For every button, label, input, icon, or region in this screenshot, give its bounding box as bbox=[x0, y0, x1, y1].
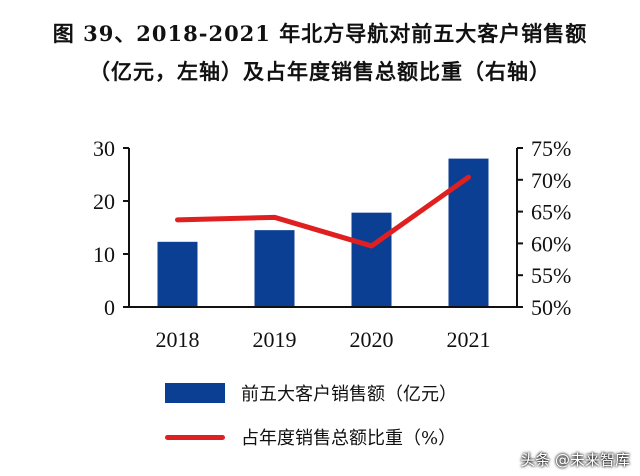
chart-title-line2: （亿元，左轴）及占年度销售总额比重（右轴） bbox=[89, 59, 551, 84]
x-tick-label-2019: 2019 bbox=[253, 327, 297, 352]
left-tick-label: 10 bbox=[93, 242, 115, 267]
left-tick-label: 30 bbox=[93, 136, 115, 161]
right-tick-label: 70% bbox=[531, 168, 571, 193]
watermark: 头条 @未来智库 bbox=[520, 451, 630, 469]
share-line bbox=[175, 174, 471, 249]
bar-2018 bbox=[157, 241, 198, 307]
right-tick-label: 75% bbox=[531, 136, 571, 161]
legend-label-line: 占年度销售总额比重（%） bbox=[241, 428, 457, 449]
x-tick-label-2021: 2021 bbox=[447, 327, 491, 352]
left-tick-label: 20 bbox=[93, 189, 115, 214]
legend-swatch-bar bbox=[165, 383, 225, 403]
x-tick-label-2020: 2020 bbox=[350, 327, 394, 352]
right-tick-label: 50% bbox=[531, 295, 571, 320]
x-tick-label-2018: 2018 bbox=[156, 327, 200, 352]
bar-2019 bbox=[254, 230, 295, 307]
bar-2020 bbox=[351, 212, 392, 307]
right-tick-label: 60% bbox=[531, 231, 571, 256]
legend-swatch-line bbox=[165, 434, 225, 440]
right-tick-label: 55% bbox=[531, 263, 571, 288]
bar-2021 bbox=[448, 158, 489, 307]
legend-label-bar: 前五大客户销售额（亿元） bbox=[241, 384, 457, 405]
combo-chart: 0 10 20 30 50% 55% 60% 65% 70% 75% 2018 2019 2020 202… bbox=[93, 136, 571, 352]
legend-item-bar: 前五大客户销售额（亿元） bbox=[165, 380, 457, 406]
chart-title-line1: 图 39、2018-2021 年北方导航对前五大客户销售额 bbox=[52, 21, 588, 46]
legend-item-line: 占年度销售总额比重（%） bbox=[165, 424, 456, 450]
right-tick-label: 65% bbox=[531, 200, 571, 225]
left-tick-label: 0 bbox=[104, 295, 115, 320]
